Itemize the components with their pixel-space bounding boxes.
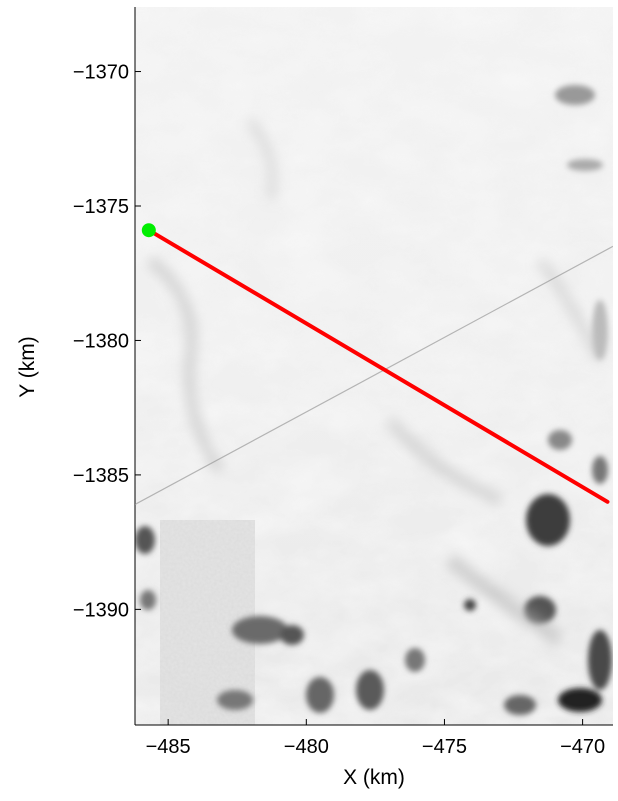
- y-tick-label: −1385: [73, 465, 129, 487]
- x-tick-label: −480: [284, 736, 329, 758]
- y-tick-label: −1370: [73, 62, 129, 84]
- x-tick-label: −485: [146, 736, 191, 758]
- x-tick-label: −470: [560, 736, 605, 758]
- flight-track-line: [146, 228, 610, 504]
- y-tick-label: −1390: [73, 599, 129, 621]
- y-axis-ticks: −1370 −1375 −1380 −1385 −1390: [73, 62, 141, 621]
- y-tick-label: −1380: [73, 330, 129, 352]
- x-axis-ticks: −485 −480 −475 −470: [146, 719, 605, 758]
- y-tick-label: −1375: [73, 196, 129, 218]
- track-start-marker: [141, 223, 156, 238]
- x-axis-label: X (km): [343, 766, 405, 789]
- rock-outcrops: [135, 85, 612, 715]
- x-tick-label: −475: [422, 736, 467, 758]
- y-axis-label: Y (km): [16, 336, 39, 397]
- satellite-imagery: [135, 7, 613, 725]
- overlay-layer: [135, 223, 613, 506]
- faint-diagonal-line: [135, 245, 613, 506]
- surface-ridges: [146, 117, 605, 646]
